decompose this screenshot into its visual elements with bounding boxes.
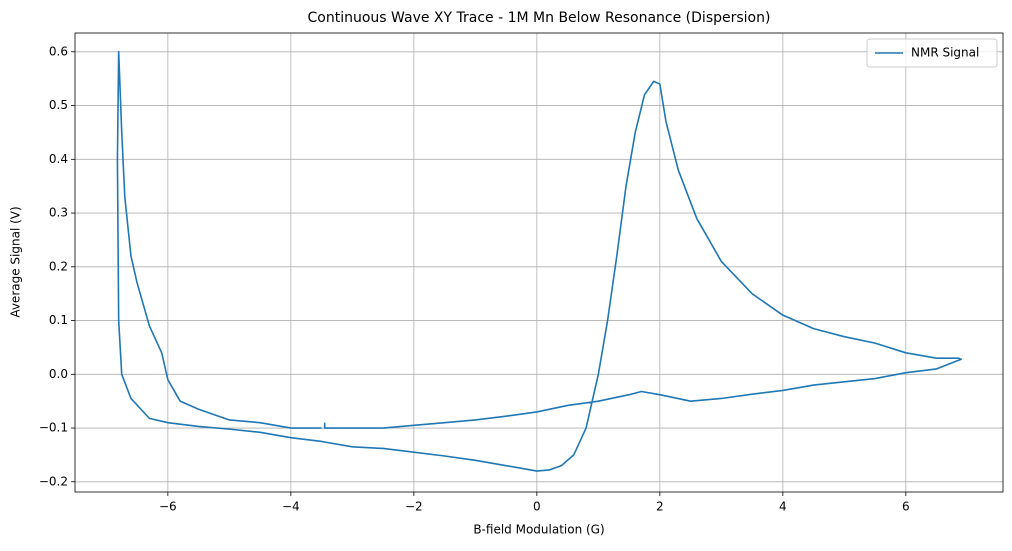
y-tick-label: 0.3 xyxy=(49,206,68,220)
y-tick-label: 0.0 xyxy=(49,367,68,381)
y-tick-label: −0.2 xyxy=(39,474,68,488)
x-axis-label: B-field Modulation (G) xyxy=(473,523,604,537)
x-tick-label: −6 xyxy=(159,500,177,514)
y-tick-label: −0.1 xyxy=(39,421,68,435)
y-axis-label: Average Signal (V) xyxy=(9,206,23,317)
y-tick-label: 0.1 xyxy=(49,313,68,327)
y-tick-label: 0.6 xyxy=(49,44,68,58)
x-tick-label: 4 xyxy=(779,500,787,514)
legend-label: NMR Signal xyxy=(911,46,979,60)
x-tick-label: −2 xyxy=(405,500,423,514)
chart-title: Continuous Wave XY Trace - 1M Mn Below R… xyxy=(308,10,771,26)
y-tick-label: 0.2 xyxy=(49,259,68,273)
x-tick-label: 6 xyxy=(902,500,910,514)
legend-box xyxy=(866,38,998,68)
x-tick-label: 2 xyxy=(656,500,664,514)
plot-frame xyxy=(74,32,1004,493)
x-tick-label: 0 xyxy=(533,500,541,514)
data-line xyxy=(116,51,962,472)
y-tick-label: 0.4 xyxy=(49,152,68,166)
y-tick-label: 0.5 xyxy=(49,98,68,112)
x-tick-label: −4 xyxy=(282,500,300,514)
